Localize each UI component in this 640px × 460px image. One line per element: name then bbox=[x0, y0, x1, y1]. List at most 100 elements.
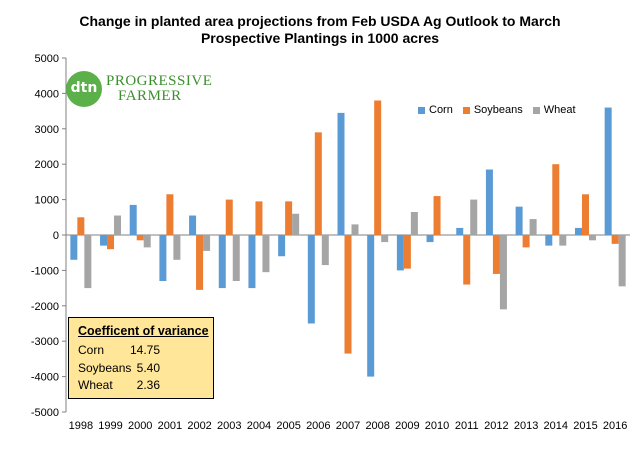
bar-wheat-2009 bbox=[410, 211, 418, 235]
x-tick-label: 2013 bbox=[514, 420, 538, 432]
chart-title-line1: Change in planted area projections from … bbox=[79, 13, 561, 29]
legend-swatch-wheat bbox=[532, 106, 540, 114]
bar-corn-2000 bbox=[129, 204, 137, 235]
cov-label: Corn bbox=[78, 343, 105, 357]
bar-wheat-1998 bbox=[84, 235, 92, 289]
bar-wheat-2008 bbox=[381, 235, 389, 243]
y-tick-label: -3000 bbox=[31, 336, 59, 348]
legend-label-wheat: Wheat bbox=[543, 104, 576, 116]
y-tick-label: 5000 bbox=[35, 53, 59, 65]
x-tick-label: 2007 bbox=[336, 420, 360, 432]
x-tick-label: 2005 bbox=[276, 420, 300, 432]
legend-swatch-soybeans bbox=[462, 106, 470, 114]
bar-soybeans-2003 bbox=[225, 199, 233, 235]
chart-legend: Corn Soybeans Wheat bbox=[418, 104, 576, 116]
x-tick-label: 2003 bbox=[217, 420, 241, 432]
y-tick-label: 0 bbox=[53, 230, 59, 242]
cov-value: 2.36 bbox=[136, 378, 160, 392]
legend-item-corn: Corn bbox=[418, 104, 453, 116]
legend-item-wheat: Wheat bbox=[532, 104, 576, 116]
cov-value: 14.75 bbox=[129, 343, 160, 357]
bar-wheat-2014 bbox=[559, 235, 567, 246]
bar-wheat-2006 bbox=[321, 235, 329, 266]
coefficient-of-variance-box: Coefficent of variance Corn 14.75 Soybea… bbox=[68, 317, 214, 399]
bar-corn-2005 bbox=[278, 235, 286, 257]
bar-wheat-2015 bbox=[588, 235, 596, 241]
bar-corn-2016 bbox=[604, 107, 612, 235]
bar-corn-2001 bbox=[159, 235, 167, 282]
bar-wheat-2013 bbox=[529, 219, 537, 235]
logo-mark-text: dtn bbox=[70, 80, 98, 96]
bar-corn-2011 bbox=[456, 227, 464, 235]
bar-corn-2010 bbox=[426, 235, 434, 243]
cov-title: Coefficent of variance bbox=[78, 324, 209, 338]
legend-label-corn: Corn bbox=[429, 104, 453, 116]
bar-corn-2002 bbox=[189, 215, 197, 235]
bar-wheat-2012 bbox=[499, 235, 507, 310]
bar-wheat-2000 bbox=[143, 235, 151, 248]
bar-wheat-2001 bbox=[173, 235, 181, 260]
y-tick-label: -2000 bbox=[31, 301, 59, 313]
bar-soybeans-2006 bbox=[314, 132, 322, 235]
bar-soybeans-2000 bbox=[136, 235, 144, 241]
bar-wheat-2011 bbox=[470, 199, 478, 235]
y-tick-label: 2000 bbox=[35, 159, 59, 171]
x-tick-label: 2001 bbox=[158, 420, 182, 432]
cov-label: Soybeans bbox=[78, 361, 132, 375]
bar-corn-2006 bbox=[307, 235, 315, 324]
x-tick-label: 1999 bbox=[98, 420, 122, 432]
bar-soybeans-1998 bbox=[77, 217, 85, 235]
x-tick-label: 2011 bbox=[455, 420, 479, 432]
bar-wheat-2002 bbox=[203, 235, 211, 251]
bar-corn-1998 bbox=[70, 235, 78, 260]
x-tick-label: 2010 bbox=[425, 420, 449, 432]
x-tick-label: 2008 bbox=[365, 420, 389, 432]
bar-wheat-1999 bbox=[114, 215, 122, 235]
cov-row-wheat: Wheat 2.36 bbox=[78, 378, 198, 394]
bar-soybeans-2008 bbox=[374, 100, 382, 235]
cov-value: 5.40 bbox=[136, 361, 160, 375]
x-tick-label: 2016 bbox=[603, 420, 627, 432]
x-tick-label: 2004 bbox=[247, 420, 271, 432]
cov-row-corn: Corn 14.75 bbox=[78, 343, 198, 359]
y-tick-label: 3000 bbox=[35, 124, 59, 136]
bar-wheat-2003 bbox=[232, 235, 240, 282]
logo-line2: FARMER bbox=[118, 88, 182, 104]
bar-corn-2004 bbox=[248, 235, 256, 289]
bar-soybeans-2016 bbox=[611, 235, 619, 244]
bar-soybeans-2011 bbox=[463, 235, 471, 285]
bar-corn-2003 bbox=[218, 235, 226, 289]
bar-soybeans-2012 bbox=[492, 235, 500, 274]
bar-wheat-2005 bbox=[292, 213, 300, 235]
y-tick-label: -5000 bbox=[31, 407, 59, 419]
bar-corn-2015 bbox=[574, 227, 582, 235]
bar-soybeans-2007 bbox=[344, 235, 352, 354]
bar-wheat-2016 bbox=[618, 235, 626, 287]
bar-wheat-2007 bbox=[351, 224, 359, 235]
cov-row-soybeans: Soybeans 5.40 bbox=[78, 361, 198, 377]
bar-soybeans-2013 bbox=[522, 235, 530, 248]
bar-soybeans-2004 bbox=[255, 201, 263, 235]
bar-corn-2007 bbox=[337, 112, 345, 235]
y-tick-label: -4000 bbox=[31, 372, 59, 384]
bar-soybeans-2002 bbox=[196, 235, 204, 290]
bar-corn-1999 bbox=[100, 235, 108, 246]
logo-line1: PROGRESSIVE bbox=[106, 73, 213, 89]
x-tick-label: 2012 bbox=[484, 420, 508, 432]
bar-soybeans-2005 bbox=[285, 201, 293, 235]
bar-soybeans-2014 bbox=[552, 164, 560, 235]
cov-label: Wheat bbox=[78, 378, 113, 392]
x-tick-label: 2002 bbox=[187, 420, 211, 432]
x-tick-label: 2000 bbox=[128, 420, 152, 432]
bar-corn-2014 bbox=[545, 235, 553, 246]
bar-soybeans-2015 bbox=[581, 194, 589, 235]
bar-soybeans-1999 bbox=[107, 235, 115, 250]
legend-swatch-corn bbox=[418, 106, 425, 114]
dtn-progressive-farmer-logo: dtn PROGRESSIVE FARMER bbox=[66, 71, 212, 107]
bar-corn-2013 bbox=[515, 206, 523, 235]
x-tick-label: 2015 bbox=[573, 420, 597, 432]
bar-corn-2009 bbox=[396, 235, 404, 271]
x-tick-label: 2014 bbox=[544, 420, 568, 432]
